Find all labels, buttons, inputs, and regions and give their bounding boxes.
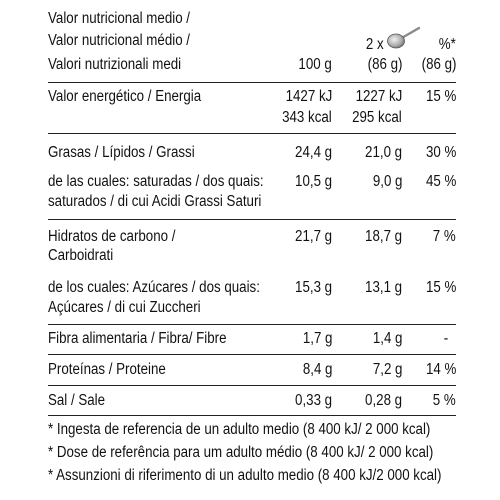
row-energy-100g-kj: 1427 kJ bbox=[285, 88, 332, 105]
row-carbs-100g: 21,7 g bbox=[294, 228, 332, 245]
divider bbox=[48, 354, 456, 355]
percent-star-header: %* bbox=[438, 36, 456, 53]
row-carbs-86g: 18,7 g bbox=[364, 228, 402, 245]
row-salt-pct: 5 % bbox=[433, 392, 456, 409]
row-energy-86g-kcal: 295 kcal bbox=[352, 109, 402, 126]
row-saturated-100g: 10,5 g bbox=[294, 173, 332, 190]
header-line-it: Valori nutrizionali medi bbox=[48, 56, 182, 73]
divider bbox=[48, 385, 456, 386]
row-sugars-86g: 13,1 g bbox=[364, 279, 402, 296]
row-energy-label: Valor energético / Energia bbox=[48, 88, 202, 105]
row-energy-86g-kj: 1227 kJ bbox=[355, 88, 402, 105]
row-protein-pct: 14 % bbox=[425, 361, 456, 378]
row-fibre-label: Fibra alimentaria / Fibra/ Fibre bbox=[48, 330, 227, 347]
row-carbs-label-2: Carboidrati bbox=[48, 247, 114, 264]
row-saturated-label-2: saturados / di cui Acidi Grassi Saturi bbox=[48, 193, 262, 210]
row-saturated-pct: 45 % bbox=[425, 173, 456, 190]
row-fat-pct: 30 % bbox=[425, 144, 456, 161]
row-protein-label: Proteínas / Proteine bbox=[48, 361, 166, 378]
row-carbs-label-1: Hidratos de carbono / bbox=[48, 228, 176, 245]
row-salt-86g: 0,28 g bbox=[364, 392, 402, 409]
footnote-it: * Assunzioni di riferimento di un adulto… bbox=[48, 467, 442, 484]
divider bbox=[48, 133, 456, 134]
header-line-es: Valor nutricional medio / bbox=[48, 10, 191, 27]
row-protein-100g: 8,4 g bbox=[302, 361, 332, 378]
row-salt-label: Sal / Sale bbox=[48, 392, 106, 409]
row-energy-100g-kcal: 343 kcal bbox=[282, 109, 332, 126]
footnote-pt: * Dose de referência para um adulto médi… bbox=[48, 444, 434, 461]
row-sugars-100g: 15,3 g bbox=[294, 279, 332, 296]
row-fibre-pct: - bbox=[443, 330, 448, 347]
row-fat-100g: 24,4 g bbox=[294, 144, 332, 161]
row-saturated-86g: 9,0 g bbox=[372, 173, 402, 190]
row-sugars-label-1: de los cuales: Azúcares / dos quais: bbox=[48, 279, 260, 296]
col-100g-header: 100 g bbox=[298, 56, 332, 73]
col-pct-header: (86 g) bbox=[421, 56, 456, 73]
row-fibre-86g: 1,4 g bbox=[372, 330, 402, 347]
row-sugars-pct: 15 % bbox=[425, 279, 456, 296]
spoon-icon bbox=[387, 26, 421, 49]
row-fibre-100g: 1,7 g bbox=[302, 330, 332, 347]
row-fat-label: Grasas / Lípidos / Grassi bbox=[48, 144, 195, 161]
footnote-es: * Ingesta de referencia de un adulto med… bbox=[48, 421, 431, 438]
col-86g-header: (86 g) bbox=[367, 56, 402, 73]
row-energy-pct: 15 % bbox=[425, 88, 456, 105]
row-fat-86g: 21,0 g bbox=[364, 144, 402, 161]
divider bbox=[48, 324, 456, 325]
row-salt-100g: 0,33 g bbox=[294, 392, 332, 409]
divider bbox=[48, 415, 456, 416]
row-carbs-pct: 7 % bbox=[433, 228, 456, 245]
header-line-pt: Valor nutricional médio / bbox=[48, 32, 191, 49]
row-sugars-label-2: Açúcares / di cui Zuccheri bbox=[48, 299, 201, 316]
divider bbox=[48, 82, 456, 83]
divider bbox=[48, 219, 456, 220]
row-saturated-label-1: de las cuales: saturadas / dos quais: bbox=[48, 173, 264, 190]
row-protein-86g: 7,2 g bbox=[372, 361, 402, 378]
portion-prefix: 2 x bbox=[366, 36, 384, 53]
